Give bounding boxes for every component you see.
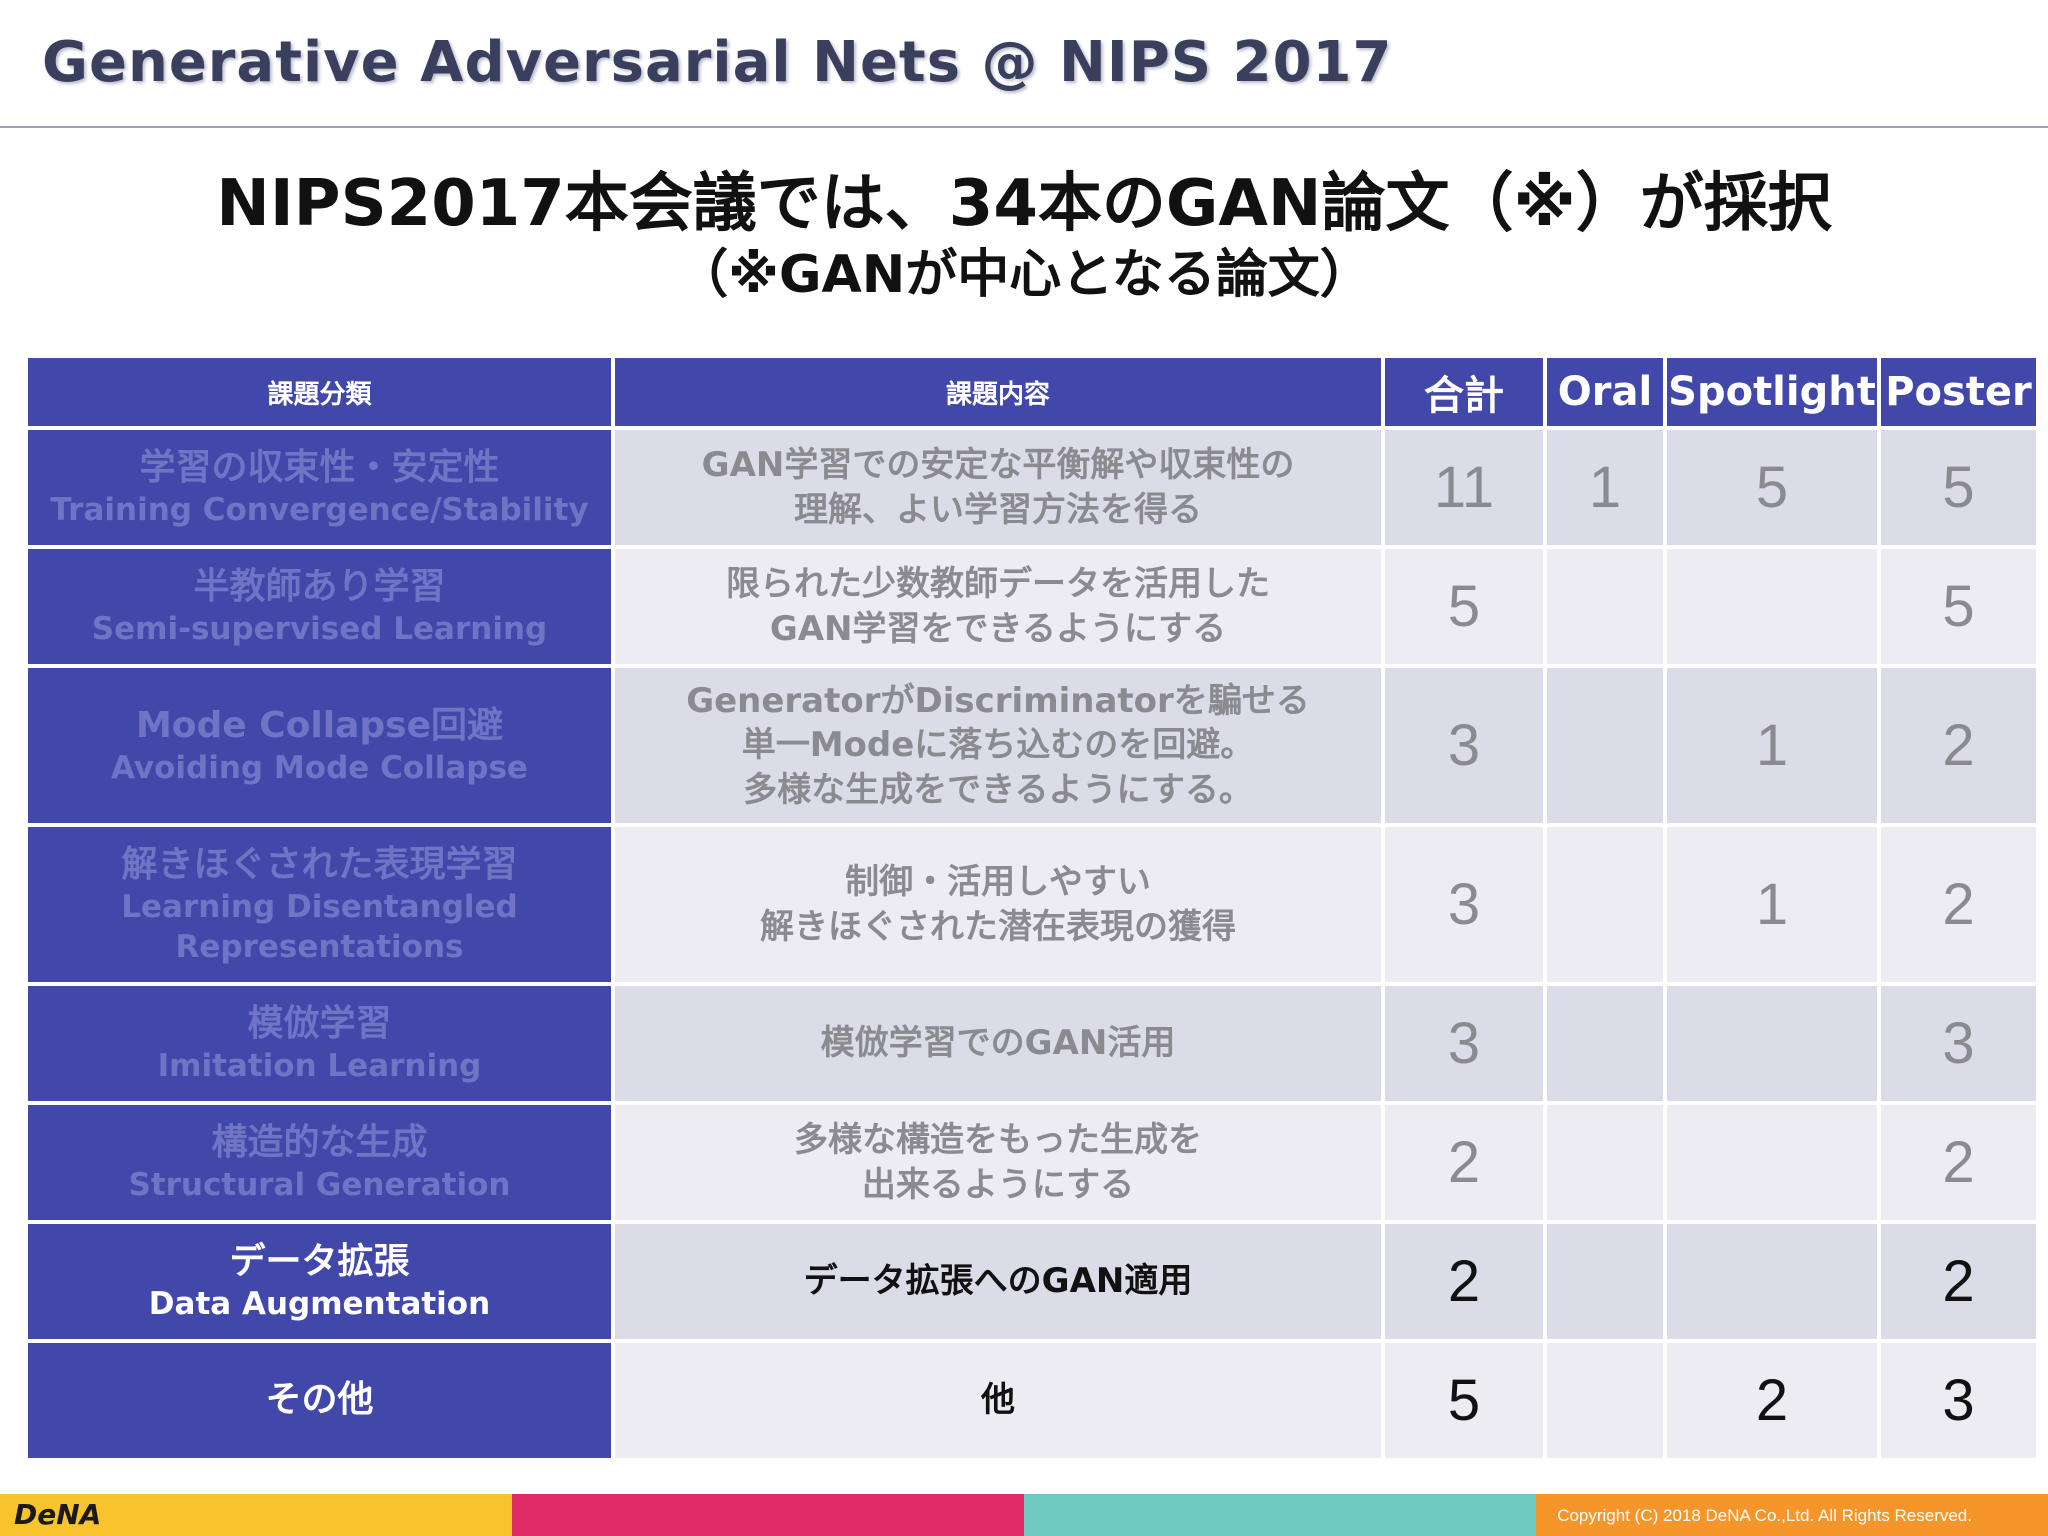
description-cell: 模倣学習でのGAN活用: [615, 986, 1381, 1101]
description-line: 制御・活用しやすい: [845, 862, 1151, 903]
spotlight-count-cell: [1667, 549, 1877, 664]
slide-title: Generative Adversarial Nets @ NIPS 2017: [42, 30, 1393, 95]
description-line: GAN学習をできるようにする: [769, 608, 1227, 649]
oral-count-cell: [1547, 1343, 1663, 1458]
description-line: 模倣学習でのGAN活用: [820, 1023, 1176, 1064]
poster-count-cell: 5: [1881, 430, 2036, 545]
category-en: Learning Disentangled: [121, 888, 518, 925]
category-cell: データ拡張 Data Augmentation: [28, 1224, 611, 1339]
category-cell: Mode Collapse回避 Avoiding Mode Collapse: [28, 668, 611, 823]
description-cell: 多様な構造をもった生成を 出来るようにする: [615, 1105, 1381, 1220]
footer-segment-orange: Copyright (C) 2018 DeNA Co.,Ltd. All Rig…: [1536, 1494, 2048, 1536]
column-header-total: 合計: [1385, 358, 1543, 426]
total-count-cell: 5: [1385, 1343, 1543, 1458]
description-line: 多様な生成をできるようにする。: [743, 769, 1253, 810]
column-header-content: 課題内容: [615, 358, 1381, 426]
footer-segment-yellow: DeNA: [0, 1494, 512, 1536]
subheadline: （※GANが中心となる論文）: [676, 245, 1372, 305]
total-count-cell: 3: [1385, 986, 1543, 1101]
description-line: GAN学習での安定な平衡解や収束性の: [701, 445, 1295, 486]
description-cell: 他: [615, 1343, 1381, 1458]
poster-count-cell: 3: [1881, 1343, 2036, 1458]
category-cell: 解きほぐされた表現学習 Learning Disentangled Represen…: [28, 827, 611, 982]
category-cell: 模倣学習 Imitation Learning: [28, 986, 611, 1101]
poster-count-cell: 2: [1881, 1105, 2036, 1220]
spotlight-count-cell: [1667, 1105, 1877, 1220]
description-line: GeneratorがDiscriminatorを騙せる: [686, 681, 1310, 722]
category-ja: その他: [265, 1379, 374, 1421]
category-ja: 模倣学習: [247, 1002, 392, 1044]
total-count-cell: 3: [1385, 827, 1543, 982]
headline: NIPS2017本会議では、34本のGAN論文（※）が採択: [216, 167, 1832, 241]
spotlight-count-cell: 1: [1667, 668, 1877, 823]
description-line: 理解、よい学習方法を得る: [794, 489, 1202, 530]
category-ja: 学習の収束性・安定性: [139, 446, 500, 488]
column-header-oral: Oral: [1547, 358, 1663, 426]
spotlight-count-cell: 2: [1667, 1343, 1877, 1458]
oral-count-cell: [1547, 549, 1663, 664]
footer-segment-teal: [1024, 1494, 1536, 1536]
description-cell: 限られた少数教師データを活用した GAN学習をできるようにする: [615, 549, 1381, 664]
category-en: Imitation Learning: [157, 1047, 482, 1084]
category-ja: Mode Collapse回避: [135, 704, 503, 746]
spotlight-count-cell: [1667, 986, 1877, 1101]
poster-count-cell: 2: [1881, 1224, 2036, 1339]
oral-count-cell: [1547, 668, 1663, 823]
category-en: Semi-supervised Learning: [91, 610, 548, 647]
description-line: 多様な構造をもった生成を: [794, 1120, 1202, 1161]
category-cell: 半教師あり学習 Semi-supervised Learning: [28, 549, 611, 664]
description-cell: GeneratorがDiscriminatorを騙せる 単一Modeに落ち込むのを…: [615, 668, 1381, 823]
column-header-poster: Poster: [1881, 358, 2036, 426]
poster-count-cell: 5: [1881, 549, 2036, 664]
category-cell: その他: [28, 1343, 611, 1458]
spotlight-count-cell: 5: [1667, 430, 1877, 545]
category-en: Data Augmentation: [148, 1285, 491, 1322]
total-count-cell: 2: [1385, 1105, 1543, 1220]
description-line: 単一Modeに落ち込むのを回避。: [741, 725, 1255, 766]
gan-papers-table: 課題分類 課題内容 合計 Oral Spotlight Poster 学習の収束…: [28, 358, 2036, 1478]
category-ja: 構造的な生成: [211, 1121, 428, 1163]
total-count-cell: 5: [1385, 549, 1543, 664]
footer-segment-pink: [512, 1494, 1024, 1536]
description-line: データ拡張へのGAN適用: [803, 1261, 1193, 1302]
category-en: Representations: [175, 928, 464, 965]
category-cell: 構造的な生成 Structural Generation: [28, 1105, 611, 1220]
column-header-spotlight: Spotlight: [1667, 358, 1877, 426]
category-ja: データ拡張: [229, 1240, 410, 1282]
spotlight-count-cell: 1: [1667, 827, 1877, 982]
copyright-text: Copyright (C) 2018 DeNA Co.,Ltd. All Rig…: [1557, 1506, 1972, 1525]
oral-count-cell: 1: [1547, 430, 1663, 545]
category-en: Structural Generation: [128, 1166, 511, 1203]
category-en: Training Convergence/Stability: [50, 491, 589, 528]
total-count-cell: 2: [1385, 1224, 1543, 1339]
oral-count-cell: [1547, 1105, 1663, 1220]
total-count-cell: 11: [1385, 430, 1543, 545]
dena-logo: DeNA: [14, 1498, 102, 1531]
description-cell: GAN学習での安定な平衡解や収束性の 理解、よい学習方法を得る: [615, 430, 1381, 545]
category-cell: 学習の収束性・安定性 Training Convergence/Stability: [28, 430, 611, 545]
poster-count-cell: 3: [1881, 986, 2036, 1101]
slide-header: Generative Adversarial Nets @ NIPS 2017: [0, 0, 2048, 128]
poster-count-cell: 2: [1881, 668, 2036, 823]
description-line: 出来るようにする: [861, 1164, 1135, 1205]
oral-count-cell: [1547, 827, 1663, 982]
description-cell: 制御・活用しやすい 解きほぐされた潜在表現の獲得: [615, 827, 1381, 982]
category-ja: 半教師あり学習: [193, 565, 446, 607]
description-line: 解きほぐされた潜在表現の獲得: [760, 906, 1236, 947]
oral-count-cell: [1547, 1224, 1663, 1339]
spotlight-count-cell: [1667, 1224, 1877, 1339]
description-line: 限られた少数教師データを活用した: [726, 564, 1270, 605]
description-cell: データ拡張へのGAN適用: [615, 1224, 1381, 1339]
category-ja: 解きほぐされた表現学習: [121, 843, 518, 885]
description-line: 他: [981, 1380, 1015, 1421]
footer-bar: DeNA Copyright (C) 2018 DeNA Co.,Ltd. Al…: [0, 1494, 2048, 1536]
total-count-cell: 3: [1385, 668, 1543, 823]
poster-count-cell: 2: [1881, 827, 2036, 982]
column-header-category: 課題分類: [28, 358, 611, 426]
oral-count-cell: [1547, 986, 1663, 1101]
category-en: Avoiding Mode Collapse: [111, 749, 528, 786]
